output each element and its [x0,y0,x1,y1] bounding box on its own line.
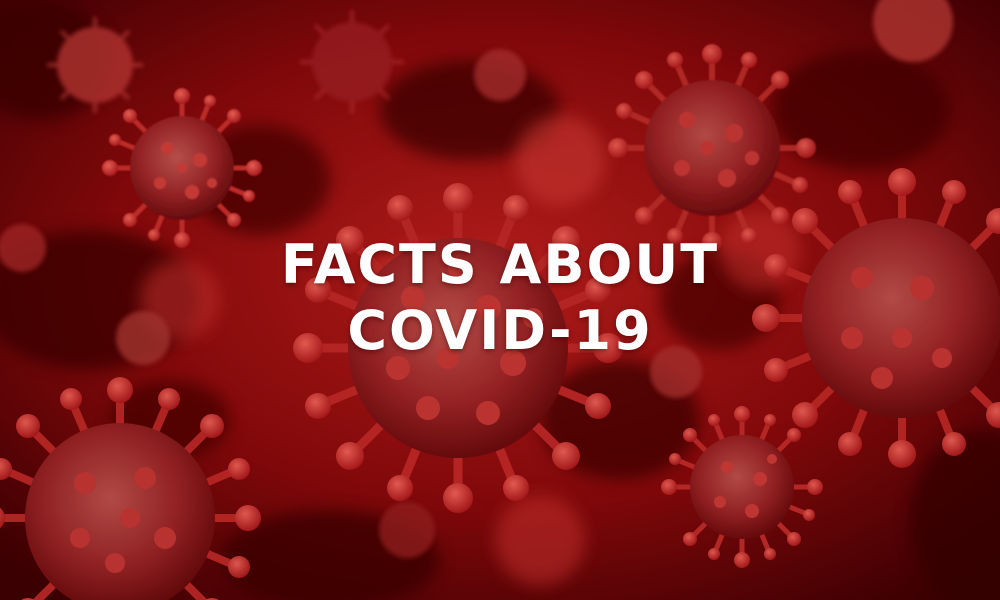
headline-line-2: COVID-19 [347,299,653,362]
headline: FACTS ABOUT COVID-19 [0,232,1000,364]
headline-line-1: FACTS ABOUT [280,233,720,296]
